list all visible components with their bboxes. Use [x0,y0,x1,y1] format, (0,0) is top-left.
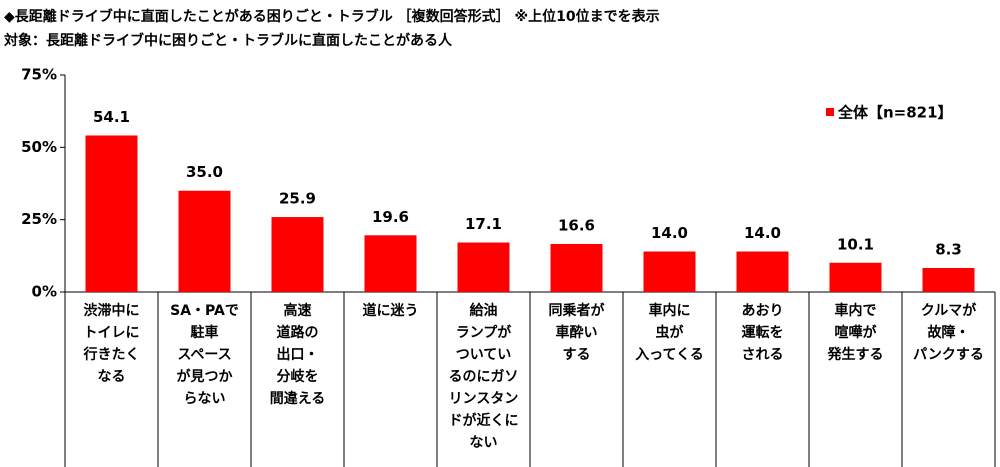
value-label: 16.6 [558,216,595,234]
bar [271,217,324,292]
bar [643,251,696,292]
x-tick-label: あおり 運転を される [741,303,784,363]
bar [550,243,603,292]
bar [736,251,789,292]
bar [922,267,975,292]
chart-subtitle: 対象：長距離ドライブ中に困りごと・トラブルに直面したことがある人 [4,33,452,49]
value-label: 54.1 [93,108,130,126]
x-tick-label: 同乗者が 車酔い する [548,303,605,363]
y-tick-label: 0% [32,283,57,301]
value-label: 25.9 [279,190,316,208]
chart-title: ◆長距離ドライブ中に直面したことがある困りごと・トラブル ［複数回答形式］ ※上… [4,9,660,25]
y-tick-label: 25% [21,210,57,228]
bar [364,235,417,292]
x-tick-label: SA・PAで 駐車 スペース が見つか らない [170,303,239,407]
x-tick-label: 道に迷う [362,303,419,319]
legend-label: 全体【n=821】 [837,104,953,122]
value-label: 10.1 [837,235,874,253]
value-label: 14.0 [651,224,688,242]
value-label: 8.3 [935,240,962,258]
value-label: 14.0 [744,224,781,242]
x-tick-label: 給油 ランプが ついてい るのにガソ リンスタン ドが近くに ない [448,303,519,451]
y-tick-label: 75% [21,66,57,84]
value-label: 17.1 [465,215,502,233]
bar [85,135,138,292]
x-tick-label: 高速 道路の 出口・ 分岐を 間違える [269,303,326,407]
x-tick-label: 車内で 喧嘩が 発生する [827,303,884,363]
x-tick-label: クルマが 故障・ パンクする [913,303,984,363]
value-label: 35.0 [186,163,223,181]
bar [457,242,510,292]
x-tick-label: 車内に 虫が 入ってくる [635,303,704,363]
bar [829,262,882,292]
y-tick-label: 50% [21,138,57,156]
x-tick-label: 渋滞中に トイレに 行きたく なる [83,303,140,385]
bar [178,190,231,292]
legend-swatch [826,108,834,116]
value-label: 19.6 [372,208,409,226]
